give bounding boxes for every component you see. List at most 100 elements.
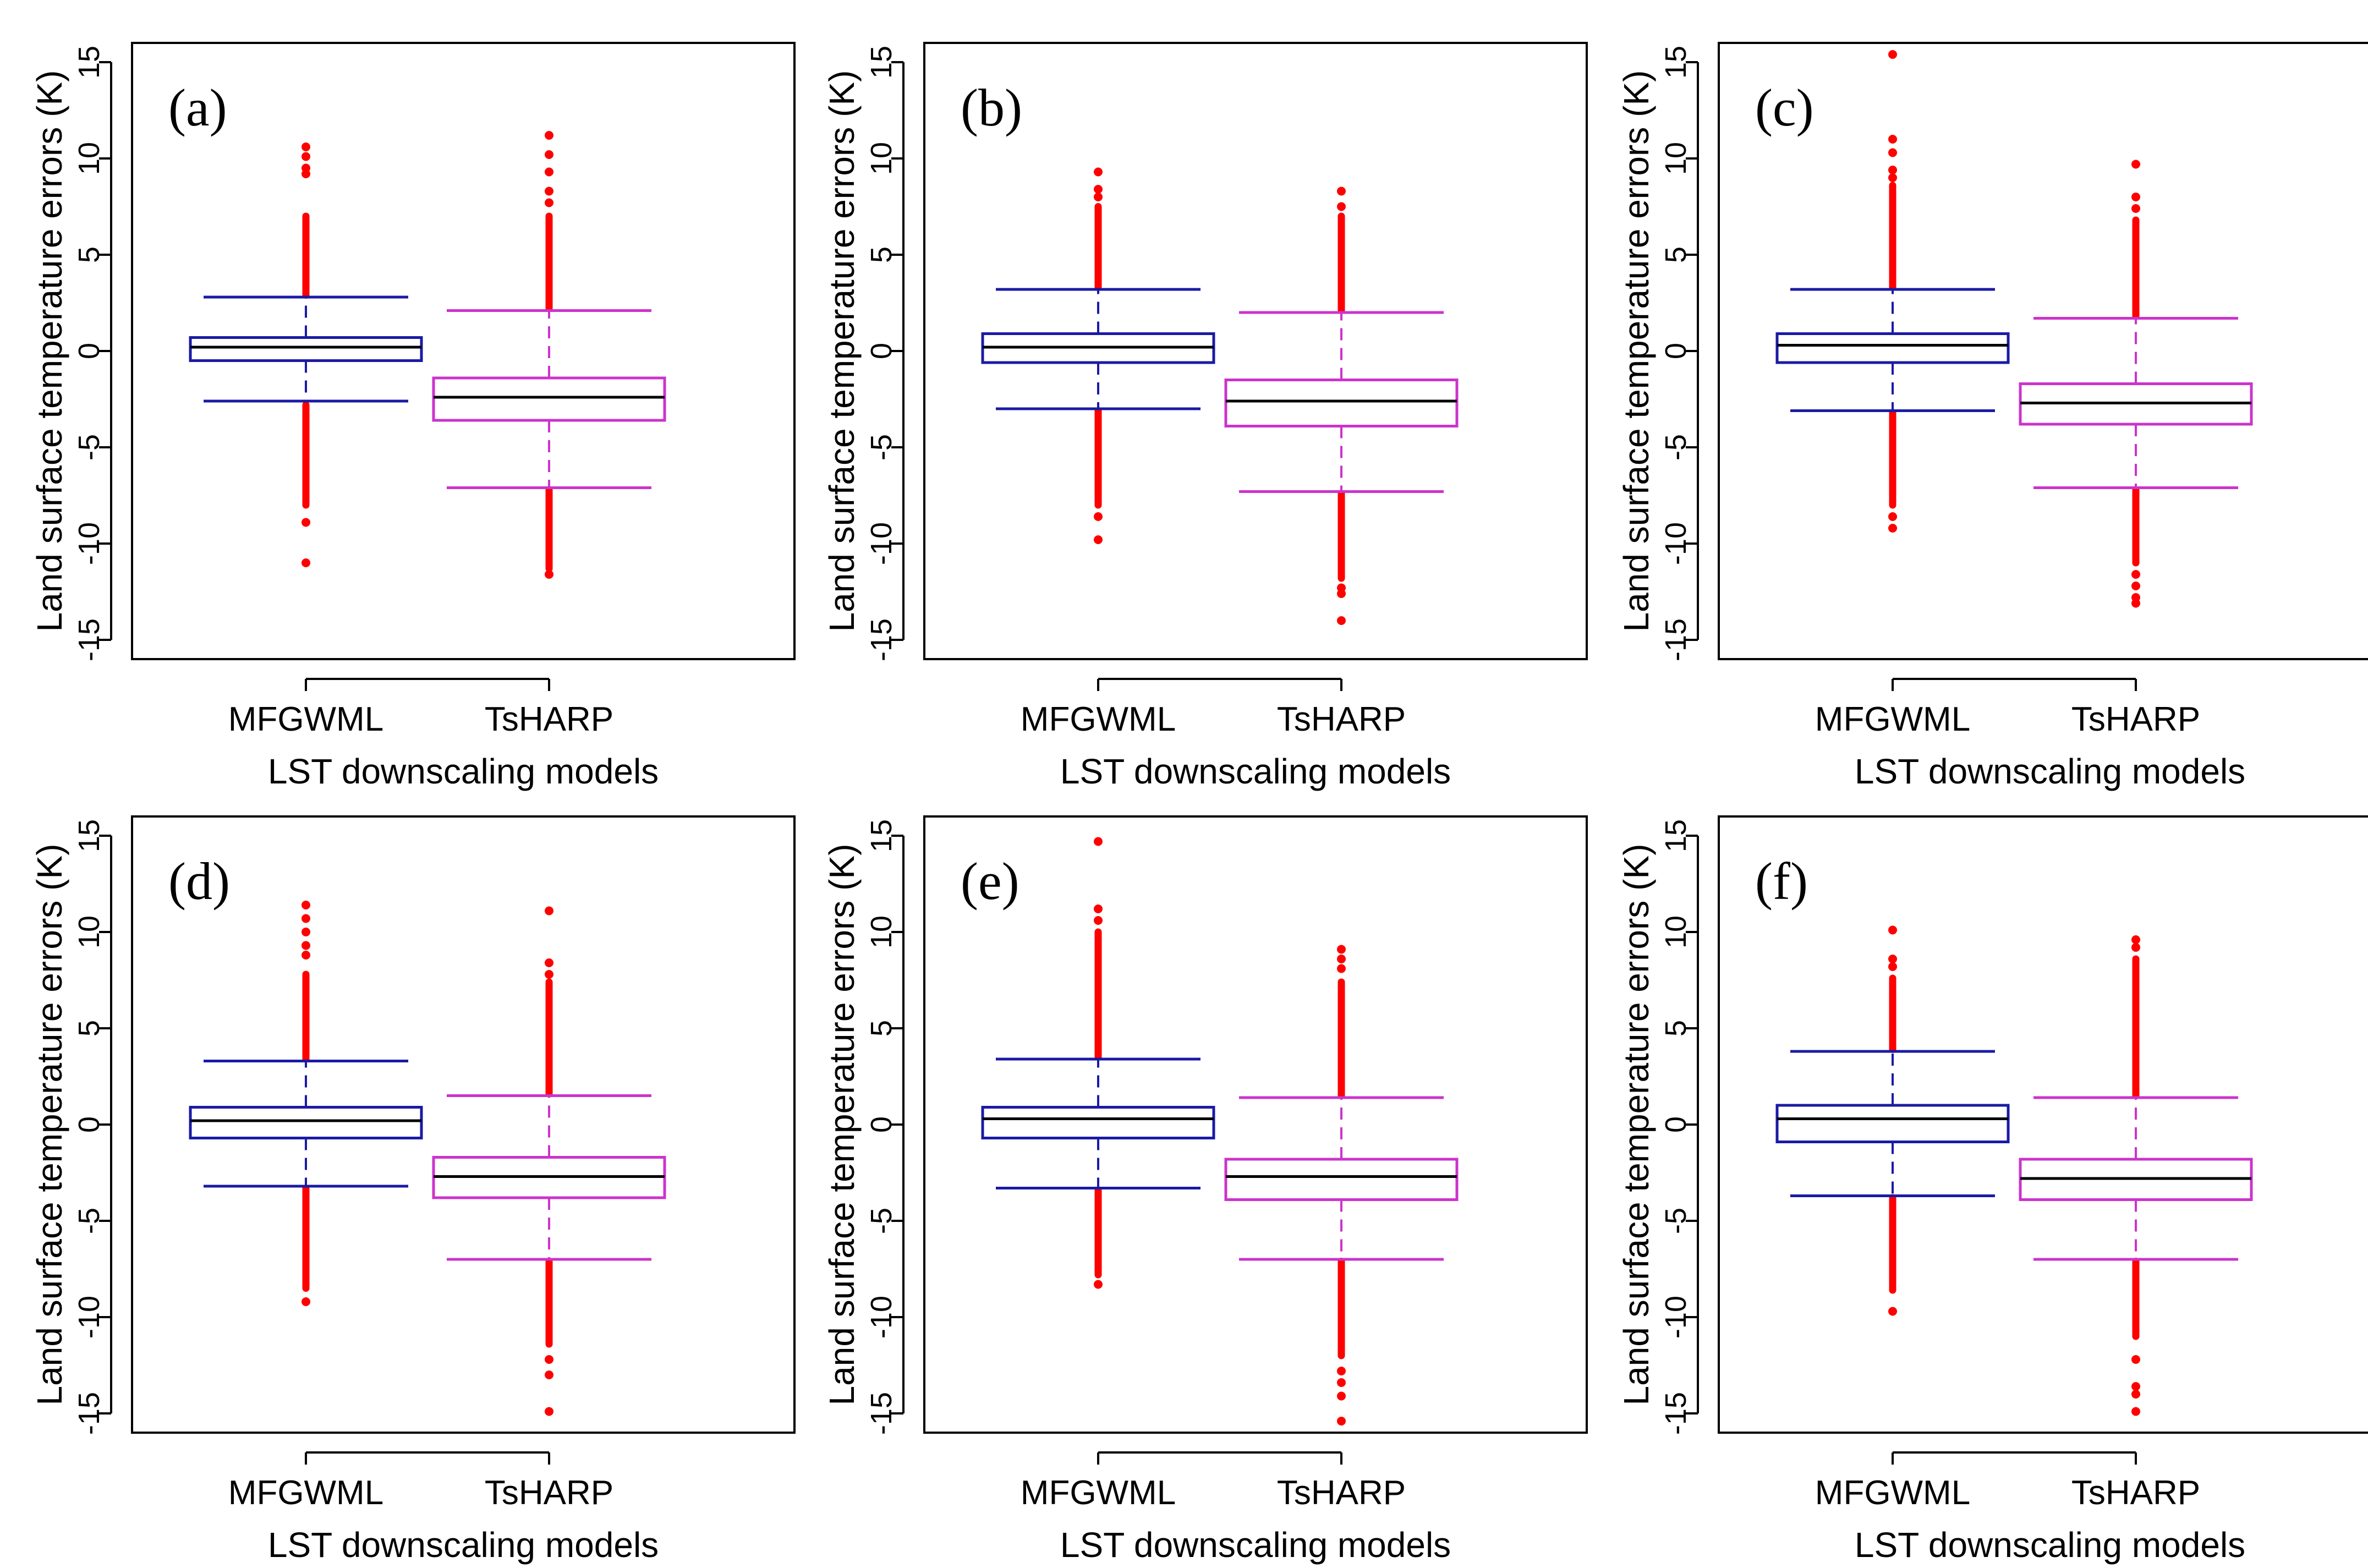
x-category-label: TsHARP	[485, 1474, 613, 1512]
plot-frame	[1718, 815, 2368, 1434]
y-tick-label: 5	[865, 246, 898, 263]
box-body	[1224, 1158, 1459, 1201]
outlier-point	[545, 1370, 553, 1379]
outlier-point	[1888, 135, 1897, 144]
x-category-label: MFGWML	[228, 1474, 383, 1512]
y-tick-label: 10	[73, 142, 106, 175]
y-tick-label: -15	[1659, 1392, 1692, 1435]
outlier-point	[2131, 160, 2140, 169]
outlier-point	[1094, 535, 1103, 544]
outlier-point	[2131, 1407, 2140, 1416]
outlier-point	[1337, 589, 1346, 598]
x-category-label: TsHARP	[1277, 700, 1406, 738]
outlier-point	[545, 198, 553, 207]
outlier-point	[1337, 955, 1346, 963]
y-tick-label: -10	[865, 1296, 898, 1339]
outlier-point	[1888, 512, 1897, 521]
y-tick-label: 15	[73, 46, 106, 79]
y-tick-label: -10	[865, 522, 898, 565]
plot-frame	[923, 815, 1588, 1434]
outlier-point	[302, 1297, 310, 1306]
outlier-point	[1888, 50, 1897, 59]
outlier-point	[545, 970, 553, 979]
outlier-point	[1888, 962, 1897, 971]
y-tick-label: -15	[865, 618, 898, 661]
outlier-point	[1094, 185, 1103, 194]
outlier-point	[1094, 193, 1103, 201]
x-category-label: MFGWML	[1815, 700, 1970, 738]
y-tick-label: -10	[73, 1296, 106, 1339]
box-mfgwml	[189, 901, 423, 1306]
y-tick-label: 5	[73, 246, 106, 263]
y-tick-label: -10	[1659, 1296, 1692, 1339]
outlier-point	[545, 570, 553, 579]
outlier-point	[545, 1355, 553, 1364]
y-tick-label: -5	[73, 434, 106, 460]
outlier-point	[1337, 1391, 1346, 1401]
y-tick-label: 10	[1659, 142, 1692, 175]
outlier-point	[302, 901, 310, 909]
outlier-point	[302, 518, 310, 527]
x-category-label: TsHARP	[1277, 1474, 1406, 1512]
y-tick-label: 15	[865, 46, 898, 79]
box-tsharp	[2019, 160, 2253, 608]
outlier-point	[545, 187, 553, 196]
plot-frame	[1718, 42, 2368, 660]
outlier-point	[1888, 925, 1897, 935]
y-tick-label: -5	[1659, 434, 1692, 460]
outlier-point	[302, 914, 310, 923]
panel-label: (e)	[961, 852, 1019, 911]
outlier-point	[1337, 1378, 1346, 1387]
box-body	[1775, 1104, 2010, 1143]
box-mfgwml	[981, 837, 1215, 1289]
outlier-point	[302, 928, 310, 936]
y-tick-label: 5	[73, 1020, 106, 1037]
outlier-point	[2131, 943, 2140, 952]
x-axis-title: LST downscaling models	[1060, 752, 1451, 791]
outlier-point	[1888, 166, 1897, 174]
x-category-label: MFGWML	[1815, 1474, 1970, 1512]
outlier-point	[1888, 955, 1897, 963]
outlier-point	[1337, 964, 1346, 973]
plot-frame	[131, 42, 796, 660]
outlier-point	[2131, 1390, 2140, 1399]
outlier-point	[302, 941, 310, 950]
box-body	[189, 336, 423, 362]
outlier-point	[1337, 1367, 1346, 1375]
outlier-point	[1094, 1280, 1103, 1289]
box-mfgwml	[1775, 50, 2010, 533]
y-tick-label: 0	[73, 1116, 106, 1133]
y-tick-label: -10	[73, 522, 106, 565]
outlier-point	[1888, 1307, 1897, 1316]
outlier-point	[1337, 945, 1346, 954]
outlier-point	[1094, 837, 1103, 846]
y-tick-label: -5	[1659, 1208, 1692, 1234]
y-tick-label: -15	[1659, 618, 1692, 661]
y-axis-title: Land surface temperature errors (K)	[1616, 844, 1656, 1406]
x-axis-title: LST downscaling models	[268, 1525, 659, 1565]
x-category-label: MFGWML	[1021, 1474, 1176, 1512]
y-tick-label: -5	[73, 1208, 106, 1234]
box-tsharp	[432, 131, 666, 579]
y-tick-label: -15	[73, 1392, 106, 1435]
box-mfgwml	[981, 167, 1215, 544]
box-body	[1775, 332, 2010, 364]
outlier-point	[545, 150, 553, 159]
box-body	[981, 1106, 1215, 1139]
box-mfgwml	[189, 142, 423, 567]
outlier-point	[1888, 524, 1897, 533]
y-tick-label: 15	[73, 819, 106, 852]
y-tick-label: 5	[865, 1020, 898, 1037]
y-axis-title: Land surface temperature errors (K)	[1616, 70, 1656, 632]
y-tick-label: -15	[73, 618, 106, 661]
outlier-point	[1094, 916, 1103, 925]
box-tsharp	[432, 906, 666, 1416]
y-axis-title: Land surface temperature errors (K)	[822, 844, 862, 1406]
outlier-point	[1094, 904, 1103, 913]
outlier-point	[1337, 1417, 1346, 1426]
outlier-point	[2131, 935, 2140, 944]
